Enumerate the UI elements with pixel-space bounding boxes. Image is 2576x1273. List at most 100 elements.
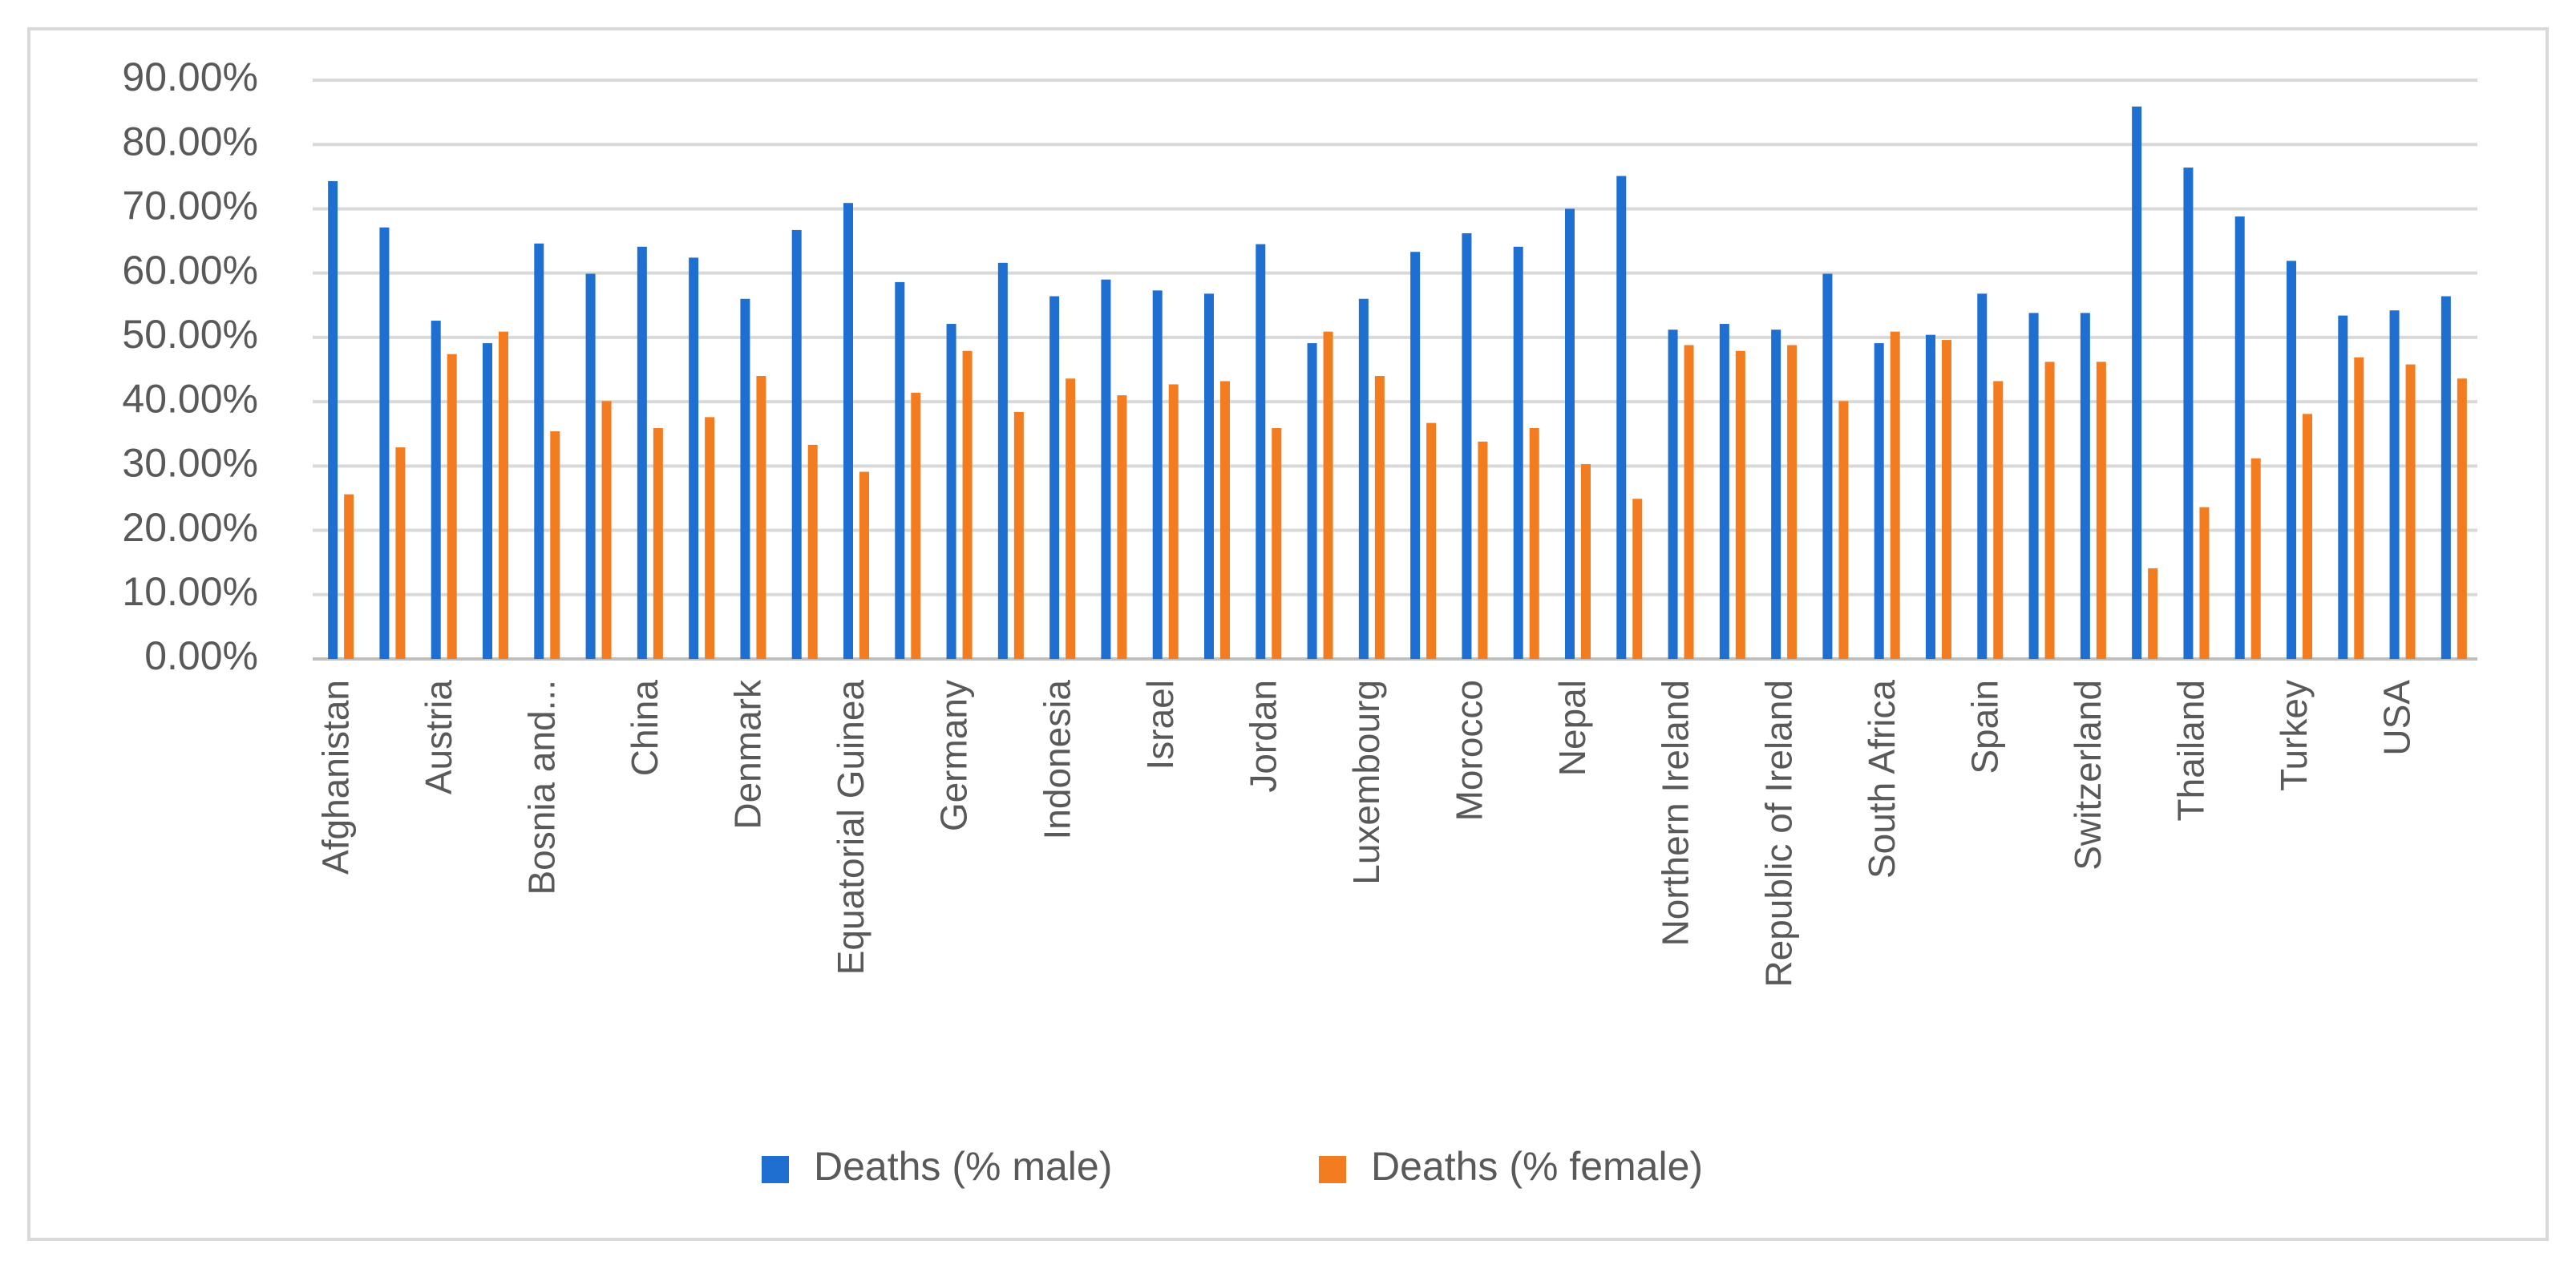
legend: Deaths (% male) Deaths (% female) [762, 1144, 1703, 1189]
bar-female [2354, 357, 2364, 659]
x-tick-label: Republic of Ireland [1757, 680, 1799, 988]
x-tick-label: Equatorial Guinea [830, 680, 871, 976]
bar-male [843, 203, 853, 660]
bar-female [2044, 362, 2055, 659]
bar-male [1822, 273, 1833, 659]
x-tick-label: China [624, 680, 665, 777]
bar-female [756, 376, 766, 659]
bar-female [1838, 401, 1849, 659]
y-tick-label: 50.00% [122, 312, 258, 357]
x-tick-label: Indonesia [1036, 680, 1078, 840]
y-tick-label: 0.00% [144, 633, 258, 678]
x-tick-label: Bosnia and... [520, 680, 562, 895]
bar-male [791, 229, 802, 659]
bars [328, 106, 2467, 660]
y-tick-label: 60.00% [122, 248, 258, 293]
y-tick-label: 70.00% [122, 184, 258, 228]
bar-female [447, 354, 457, 659]
bar-male [1977, 293, 1988, 659]
bar-female [2303, 414, 2312, 659]
legend-swatch-male [762, 1156, 789, 1183]
bar-male [2234, 216, 2245, 659]
bar-male [1256, 244, 1266, 660]
bar-male [1565, 208, 1575, 659]
bar-male [585, 273, 596, 659]
bar-female [1787, 345, 1798, 659]
x-tick-label: Afghanistan [314, 680, 356, 875]
bar-male [1204, 293, 1214, 659]
bar-female [395, 447, 406, 659]
bar-female [1890, 331, 1900, 659]
bar-female [1426, 422, 1437, 659]
x-tick-label: Thailand [2170, 680, 2212, 821]
bar-female [1066, 378, 1076, 659]
bar-male [1771, 329, 1781, 659]
bar-female [2457, 378, 2467, 659]
bar-female [1323, 331, 1333, 659]
y-tick-label: 90.00% [122, 55, 258, 99]
bar-female [2250, 458, 2261, 659]
x-tick-label: Nepal [1551, 680, 1593, 776]
bar-female [1220, 381, 1230, 659]
bar-male [1152, 290, 1163, 659]
bar-male [1513, 246, 1523, 660]
bar-female [1478, 441, 1488, 659]
x-tick-label: USA [2376, 680, 2418, 756]
x-tick-label: Denmark [727, 679, 769, 830]
bar-male [2287, 261, 2296, 659]
bar-male [1874, 343, 1884, 659]
bar-male [997, 262, 1008, 659]
bar-male [740, 298, 750, 659]
bar-male [1410, 252, 1421, 659]
bar-female [1581, 463, 1591, 659]
x-tick-label: Morocco [1449, 680, 1490, 821]
bar-male [2441, 296, 2451, 659]
bar-male [1307, 343, 1317, 659]
bar-male [534, 243, 544, 660]
bar-female [2096, 362, 2106, 659]
bar-female [705, 417, 715, 659]
bar-male [328, 180, 338, 660]
bar-female [2199, 507, 2210, 659]
bar-female [1942, 340, 1951, 659]
bar-male [2338, 315, 2348, 659]
x-axis-ticks: Afghanistan Austria Bosnia and... China Denm… [314, 679, 2417, 988]
bar-male [946, 324, 956, 659]
bar-female [807, 444, 818, 659]
bar-male [1101, 279, 1111, 659]
grid-lines [313, 79, 2477, 661]
bar-male [1462, 232, 1472, 659]
bar-male [2183, 168, 2194, 659]
bar-male [1049, 296, 1060, 659]
bar-female [499, 331, 508, 659]
bar-female [1272, 428, 1282, 659]
y-tick-label: 20.00% [122, 505, 258, 550]
bar-male [1358, 298, 1369, 659]
legend-label-female: Deaths (% female) [1371, 1144, 1703, 1189]
bar-female [1684, 345, 1694, 659]
bar-male [379, 227, 390, 660]
bar-female [2405, 364, 2416, 659]
bar-male [2132, 106, 2142, 659]
x-tick-label: Jordan [1242, 680, 1284, 793]
x-tick-label: Spain [1963, 680, 2005, 774]
bar-male [483, 343, 492, 659]
x-tick-label: Turkey [2273, 680, 2315, 791]
bar-female [1632, 499, 1643, 659]
y-tick-label: 30.00% [122, 441, 258, 486]
x-tick-label: Austria [418, 680, 459, 795]
bar-male [689, 257, 699, 659]
bar-male [2028, 313, 2039, 659]
y-axis-ticks: 0.00% 10.00% 20.00% 30.00% 40.00% 50.00% 60.00… [122, 55, 258, 678]
x-tick-label: Israel [1139, 680, 1181, 770]
x-tick-label: Luxembourg [1345, 680, 1387, 885]
bar-female [1374, 376, 1385, 659]
bar-male [1926, 334, 1935, 659]
bar-female [550, 431, 560, 659]
bar-male [2080, 313, 2090, 659]
x-tick-label: Switzerland [2067, 680, 2109, 871]
bar-male [895, 281, 905, 659]
legend-label-male: Deaths (% male) [814, 1144, 1112, 1189]
bar-female [1117, 395, 1127, 659]
x-tick-label: Northern Ireland [1655, 680, 1696, 946]
